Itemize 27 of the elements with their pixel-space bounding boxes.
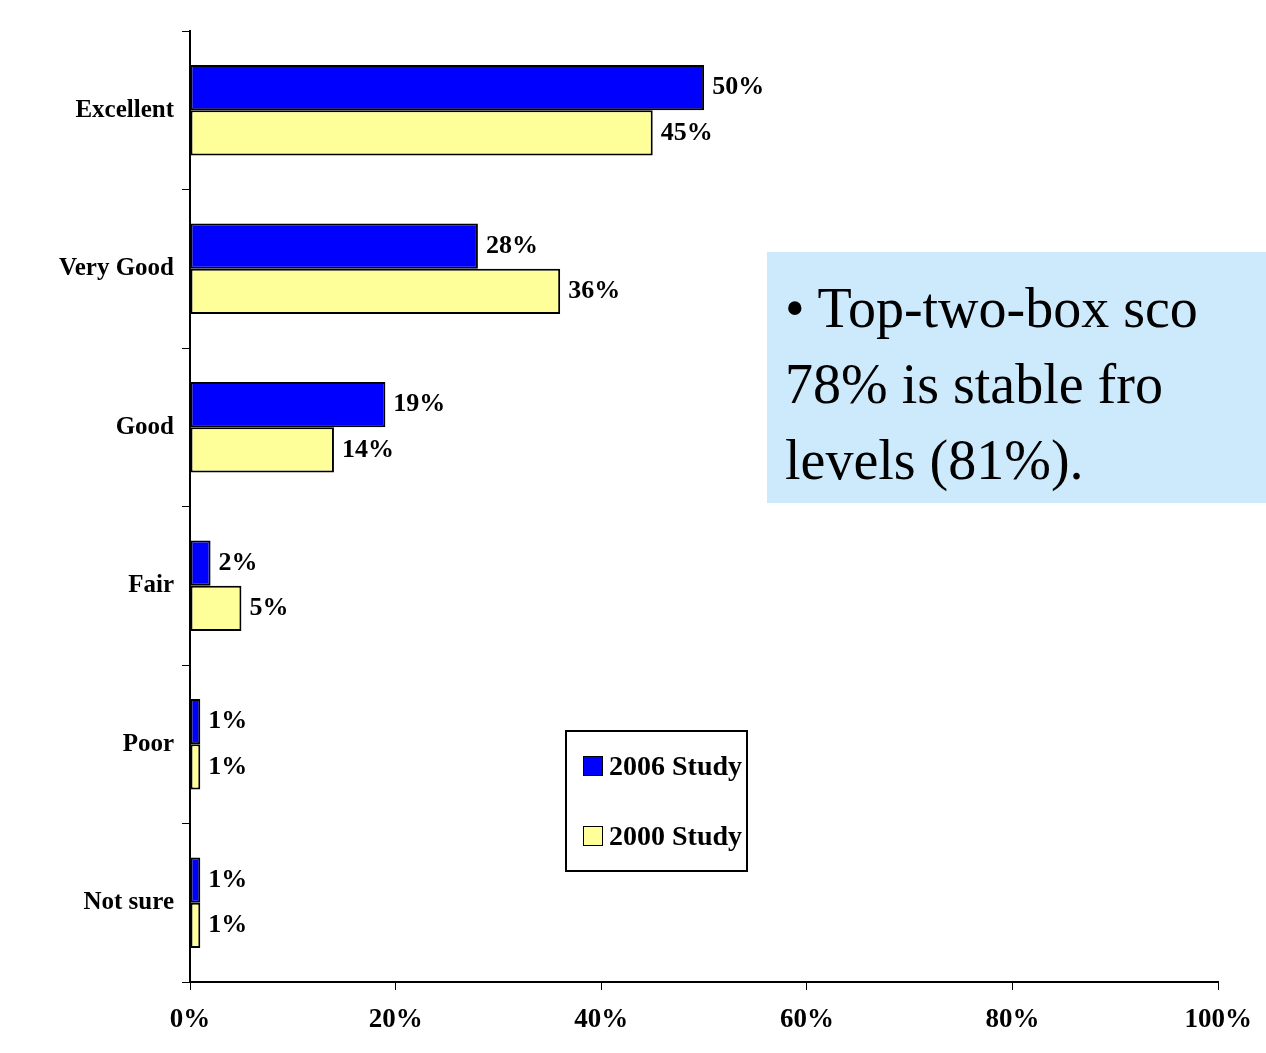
data-label: 36% [568,275,621,305]
data-label: 2% [218,546,258,576]
data-label: 28% [485,229,538,259]
data-label: 1% [208,705,248,735]
x-tick-label: 80% [985,1003,1040,1034]
legend-label: 2006 Study [609,750,743,782]
data-label: 5% [249,592,289,622]
x-tick-label: 100% [1184,1003,1252,1034]
data-label: 1% [208,750,248,780]
data-label: 14% [341,433,394,463]
y-tick-label: Fair [128,570,174,598]
x-tick-label: 20% [368,1003,423,1034]
y-tick-label: Poor [122,728,174,756]
data-label: 1% [208,909,248,939]
x-tick-label: 0% [169,1003,211,1034]
x-tick-label: 40% [574,1003,629,1034]
data-label: 45% [660,116,713,146]
y-tick-label: Very Good [58,253,175,281]
data-label: 1% [208,863,248,893]
data-label: 50% [712,71,765,101]
data-label: 19% [393,388,446,418]
annotation: • Top-two-box sco 78% is stable fro levels (81%). [767,252,1266,503]
y-tick-label: Excellent [75,94,175,122]
legend-label: 2000 Study [609,820,743,852]
y-tick-label: Good [115,411,175,439]
y-tick-label: Not sure [83,887,174,915]
x-tick-label: 60% [779,1003,834,1034]
